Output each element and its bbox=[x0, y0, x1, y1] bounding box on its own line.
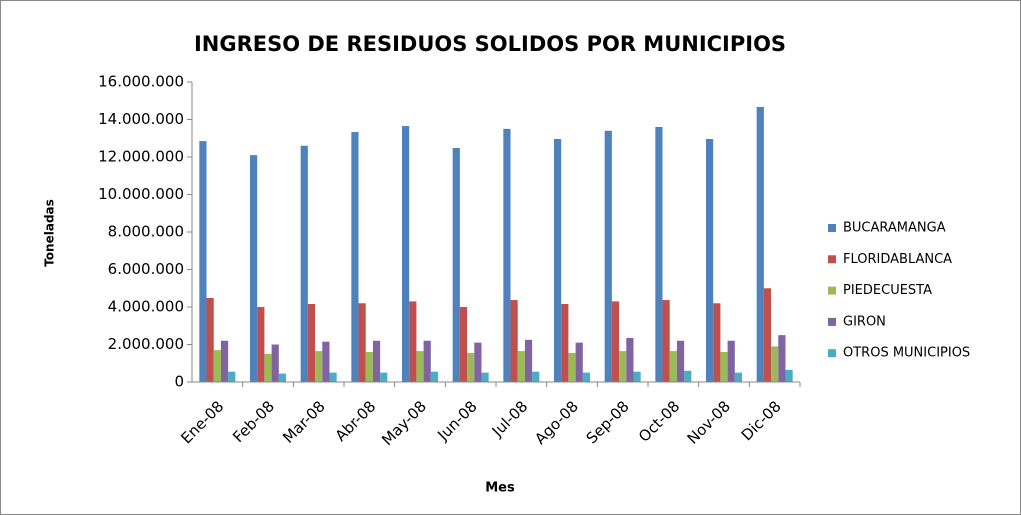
y-tick-label: 16.000.000 bbox=[98, 73, 184, 91]
bar bbox=[684, 370, 692, 382]
bar bbox=[329, 372, 337, 382]
bar bbox=[481, 372, 489, 382]
bar bbox=[517, 351, 525, 382]
bar bbox=[554, 139, 562, 382]
y-tick-label: 0 bbox=[174, 373, 184, 391]
bar bbox=[785, 369, 793, 382]
bar bbox=[307, 304, 316, 382]
y-tick-label: 8.000.000 bbox=[108, 223, 184, 241]
bar bbox=[300, 145, 308, 382]
bar bbox=[734, 372, 742, 382]
legend-swatch bbox=[828, 317, 836, 326]
bar bbox=[655, 127, 663, 382]
bar bbox=[619, 351, 627, 382]
bar bbox=[206, 298, 214, 382]
bar bbox=[278, 373, 286, 382]
bar bbox=[416, 351, 424, 382]
y-tick-label: 10.000.000 bbox=[98, 185, 184, 203]
bar bbox=[575, 342, 583, 382]
bar bbox=[467, 352, 475, 382]
bar bbox=[409, 301, 417, 382]
legend-label: BUCARAMANGA bbox=[843, 221, 946, 236]
bar bbox=[611, 301, 620, 382]
bar bbox=[322, 341, 330, 382]
bar bbox=[626, 337, 634, 382]
chart-title: INGRESO DE RESIDUOS SOLIDOS POR MUNICIPI… bbox=[194, 32, 786, 56]
bar bbox=[633, 371, 641, 382]
bar bbox=[257, 307, 265, 382]
bar bbox=[510, 300, 518, 382]
y-tick-label: 14.000.000 bbox=[98, 110, 184, 128]
bar bbox=[720, 352, 728, 382]
bar bbox=[250, 155, 258, 382]
bar bbox=[706, 139, 714, 382]
bar bbox=[676, 340, 685, 382]
y-axis-label: Toneladas bbox=[43, 199, 57, 267]
bar bbox=[402, 126, 410, 382]
y-tick-label: 2.000.000 bbox=[108, 335, 184, 353]
legend-swatch bbox=[828, 224, 836, 232]
bar bbox=[220, 340, 229, 382]
x-axis-label: Mes bbox=[485, 481, 515, 496]
legend-label: OTROS MUNICIPIOS bbox=[843, 346, 970, 361]
bar bbox=[430, 371, 438, 382]
legend-label: GIRON bbox=[843, 314, 886, 329]
bar bbox=[503, 128, 511, 382]
bar bbox=[228, 371, 236, 382]
bar bbox=[582, 372, 590, 382]
bar bbox=[351, 132, 359, 382]
y-tick-label: 12.000.000 bbox=[98, 148, 184, 166]
bar bbox=[532, 371, 540, 382]
y-tick-label: 4.000.000 bbox=[108, 298, 184, 316]
bar bbox=[271, 344, 279, 382]
bar bbox=[604, 130, 612, 382]
bar bbox=[756, 106, 764, 382]
legend-label: FLORIDABLANCA bbox=[843, 252, 952, 267]
legend-swatch bbox=[828, 286, 836, 295]
bar bbox=[380, 372, 388, 382]
bar bbox=[452, 148, 460, 382]
bar bbox=[669, 351, 677, 382]
bar bbox=[264, 353, 272, 382]
bar bbox=[213, 350, 221, 382]
bar bbox=[727, 340, 735, 382]
bar bbox=[365, 352, 373, 382]
legend-swatch bbox=[828, 255, 836, 264]
bar bbox=[763, 288, 772, 382]
bar bbox=[423, 340, 431, 382]
bar bbox=[524, 339, 533, 382]
bar bbox=[561, 304, 569, 382]
bar bbox=[778, 335, 786, 382]
bar bbox=[474, 342, 482, 382]
bar bbox=[459, 307, 468, 382]
bar bbox=[372, 340, 381, 382]
legend-label: PIEDECUESTA bbox=[843, 283, 932, 298]
y-tick-label: 6.000.000 bbox=[108, 260, 184, 278]
legend-swatch bbox=[828, 349, 836, 358]
bar bbox=[771, 346, 779, 382]
bar bbox=[315, 351, 323, 382]
bar bbox=[713, 303, 721, 382]
bar bbox=[662, 300, 670, 382]
bar bbox=[199, 141, 207, 382]
bar bbox=[568, 352, 576, 382]
bar bbox=[358, 303, 366, 382]
